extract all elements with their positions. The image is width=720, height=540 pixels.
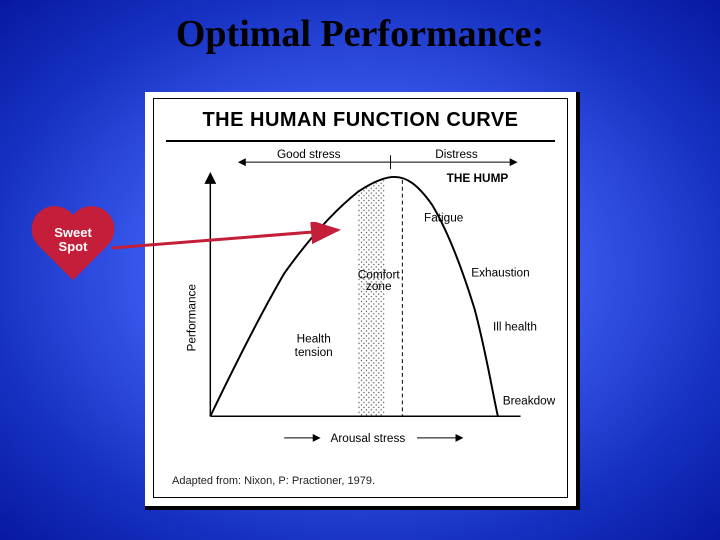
label-health: Health <box>297 331 331 345</box>
heart-label: Sweet Spot <box>28 226 118 255</box>
panel-title: THE HUMAN FUNCTION CURVE <box>166 99 555 142</box>
slide-title: Optimal Performance: <box>0 12 720 56</box>
diagram-panel: THE HUMAN FUNCTION CURVE <box>145 92 580 510</box>
x-axis-label: Arousal stress <box>331 431 406 445</box>
label-tension: tension <box>295 345 333 359</box>
heart-label-line2: Spot <box>59 239 88 254</box>
label-fatigue: Fatigue <box>424 210 464 224</box>
citation-text: Adapted from: Nixon, P: Practioner, 1979… <box>172 475 375 487</box>
comfort-zone-band <box>358 180 385 416</box>
label-ill-health: Ill health <box>493 320 537 334</box>
chart-area: Good stress Distress THE HUMP Performanc… <box>166 145 555 461</box>
human-function-curve-chart: Good stress Distress THE HUMP Performanc… <box>166 145 555 461</box>
label-zone: zone <box>366 279 392 293</box>
label-breakdown: Breakdown <box>503 393 555 407</box>
label-good-stress: Good stress <box>277 147 341 161</box>
label-distress: Distress <box>435 147 478 161</box>
heart-label-line1: Sweet <box>54 225 92 240</box>
label-exhaustion: Exhaustion <box>471 265 529 279</box>
sweet-spot-callout: Sweet Spot <box>28 208 118 288</box>
label-the-hump: THE HUMP <box>447 171 509 185</box>
y-axis-label: Performance <box>185 284 199 352</box>
diagram-panel-inner: THE HUMAN FUNCTION CURVE <box>153 98 568 498</box>
